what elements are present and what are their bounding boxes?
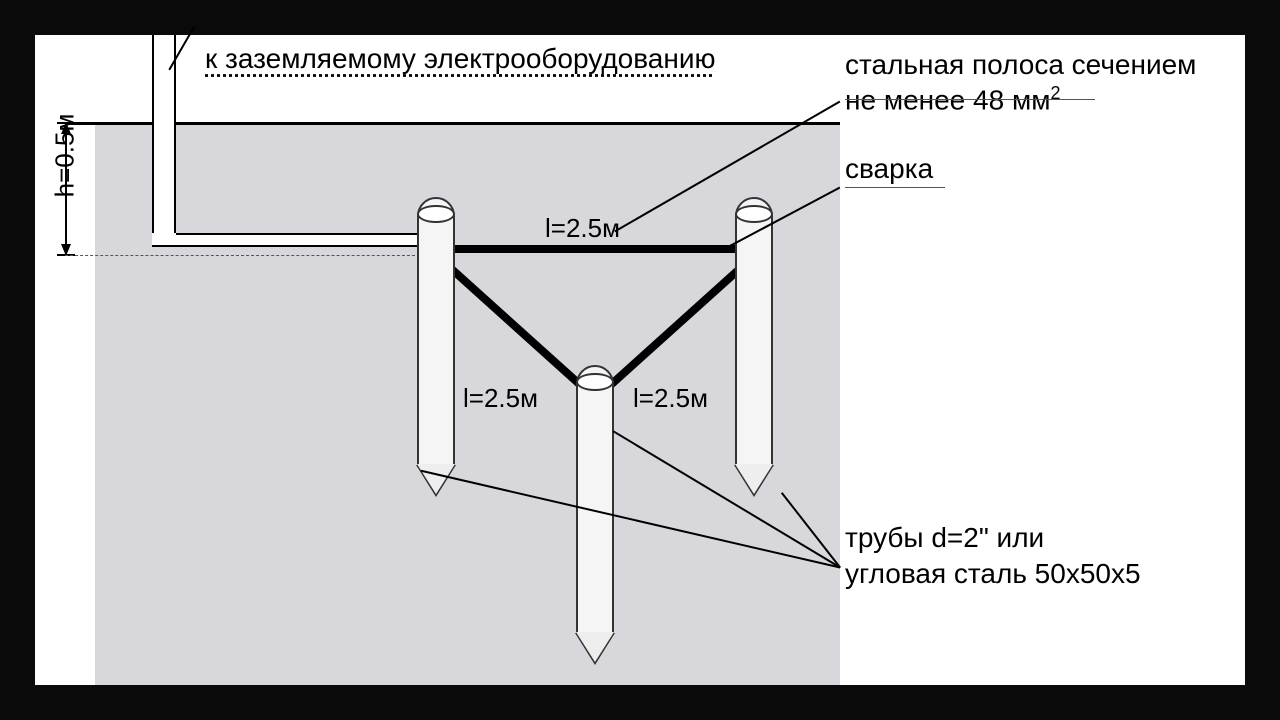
underline xyxy=(845,187,945,188)
rod-tip-icon xyxy=(417,464,455,494)
ground-rod xyxy=(576,365,614,635)
span-label-right: l=2.5м xyxy=(633,383,708,414)
label-line: трубы d=2" или xyxy=(845,522,1044,553)
connector-strip-top xyxy=(430,245,762,253)
label-steel-strip: стальная полоса сечением не менее 48 мм2 xyxy=(845,47,1196,117)
underline xyxy=(845,99,1095,100)
riser-horizontal xyxy=(172,233,417,247)
span-label-top: l=2.5м xyxy=(545,213,620,244)
ground-surface-line xyxy=(65,122,840,125)
ground-rod xyxy=(735,197,773,467)
span-label-left: l=2.5м xyxy=(463,383,538,414)
ground-rod xyxy=(417,197,455,467)
label-line: стальная полоса сечением xyxy=(845,49,1196,80)
riser-corner xyxy=(152,233,176,247)
label-welding: сварка xyxy=(845,153,933,185)
label-pipes: трубы d=2" или угловая сталь 50х50х5 xyxy=(845,520,1141,593)
label-to-equipment: к заземляемому электрооборудованию xyxy=(205,43,715,75)
diagram-canvas: h=0.5м l=2.5м l=2.5м l=2.5м к заземляемо… xyxy=(35,35,1245,685)
label-superscript: 2 xyxy=(1050,83,1060,103)
rod-tip-icon xyxy=(576,632,614,662)
label-line: угловая сталь 50х50х5 xyxy=(845,558,1141,589)
depth-label: h=0.5м xyxy=(49,114,80,198)
dim-extension-line xyxy=(65,255,420,256)
riser-vertical xyxy=(152,35,176,245)
rod-tip-icon xyxy=(735,464,773,494)
